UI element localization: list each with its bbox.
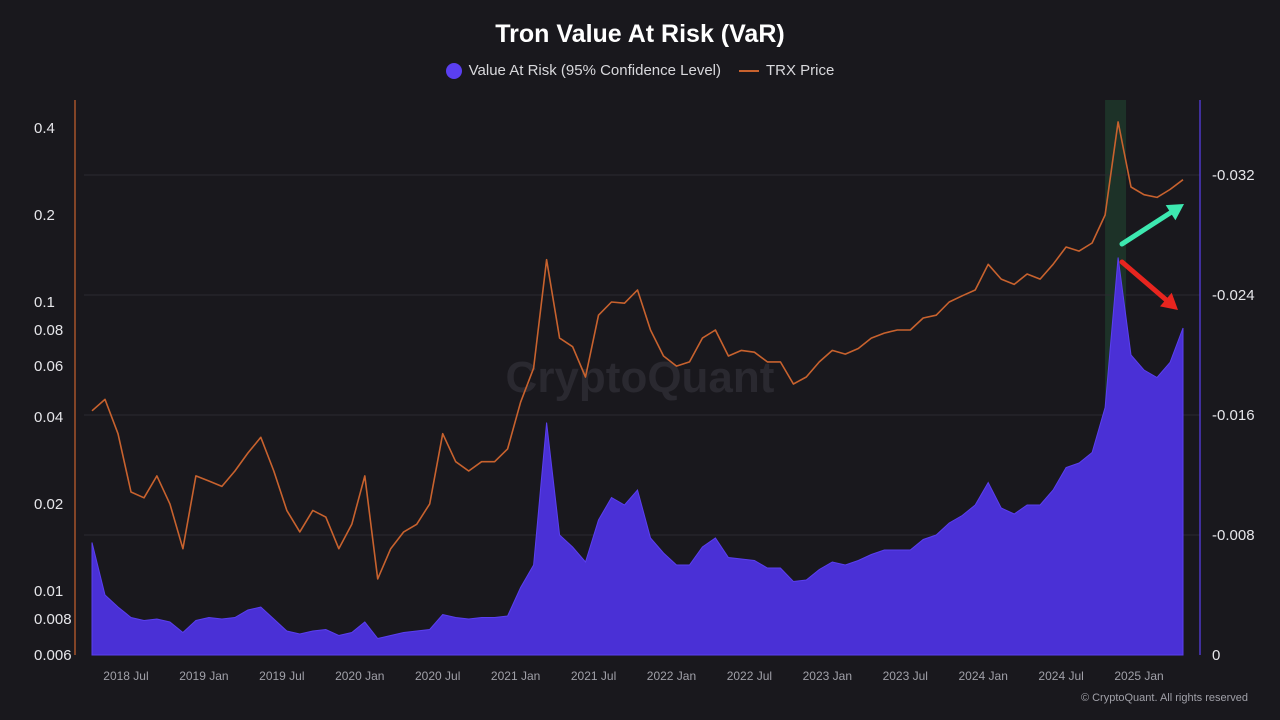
legend-line-icon [739,69,759,72]
left-axis-tick-label: 0.006 [34,647,72,664]
left-axis-tick-label: 0.008 [34,611,72,628]
arrow-up-green-icon [1119,204,1184,247]
x-axis-tick-label: 2021 Jul [571,669,616,683]
legend-dot-icon [445,62,462,79]
var-area-series [91,257,1184,656]
x-axis-tick-label: 2021 Jan [491,669,540,683]
chart-title: Tron Value At Risk (VaR) [495,20,785,48]
arrow-down-red-icon [1119,259,1178,310]
x-axis-tick-label: 2023 Jan [803,669,852,683]
right-axis-tick-label: 0 [1212,647,1220,664]
x-axis-tick-label: 2019 Jan [179,669,228,683]
trx-price-line [91,121,1184,580]
x-axis-tick-label: 2022 Jan [647,669,696,683]
x-axis-tick-label: 2022 Jul [727,669,772,683]
left-axis-tick-label: 0.4 [34,120,55,137]
right-axis-tick-label: -0.024 [1212,287,1255,304]
x-axis-tick-label: 2020 Jul [415,669,460,683]
right-axis-tick-label: -0.016 [1212,407,1255,424]
copyright-text: © CryptoQuant. All rights reserved [1080,692,1248,704]
right-axis-tick-label: -0.008 [1212,527,1255,544]
left-axis-tick-label: 0.01 [34,583,63,600]
x-axis-tick-label: 2023 Jul [883,669,928,683]
left-axis-tick-label: 0.1 [34,294,55,311]
left-axis-tick-label: 0.2 [34,207,55,224]
x-axis-tick-label: 2018 Jul [103,669,148,683]
left-axis-tick-label: 0.06 [34,358,63,375]
legend: Value At Risk (95% Confidence Level) TRX… [0,62,1280,79]
x-axis-tick-label: 2024 Jan [958,669,1007,683]
x-axis-tick-label: 2019 Jul [259,669,304,683]
legend-label-price: TRX Price [766,62,835,79]
watermark: CryptoQuant [506,353,775,402]
x-axis-tick-label: 2025 Jan [1114,669,1163,683]
left-axis-tick-label: 0.08 [34,322,63,339]
x-axis-tick-label: 2024 Jul [1038,669,1083,683]
legend-item-var[interactable]: Value At Risk (95% Confidence Level) [445,62,721,79]
legend-label-var: Value At Risk (95% Confidence Level) [468,62,721,79]
legend-item-price[interactable]: TRX Price [739,62,834,79]
left-axis-tick-label: 0.02 [34,496,63,513]
right-axis-tick-label: -0.032 [1212,167,1255,184]
x-axis-tick-label: 2020 Jan [335,669,384,683]
left-axis-tick-label: 0.04 [34,409,63,426]
